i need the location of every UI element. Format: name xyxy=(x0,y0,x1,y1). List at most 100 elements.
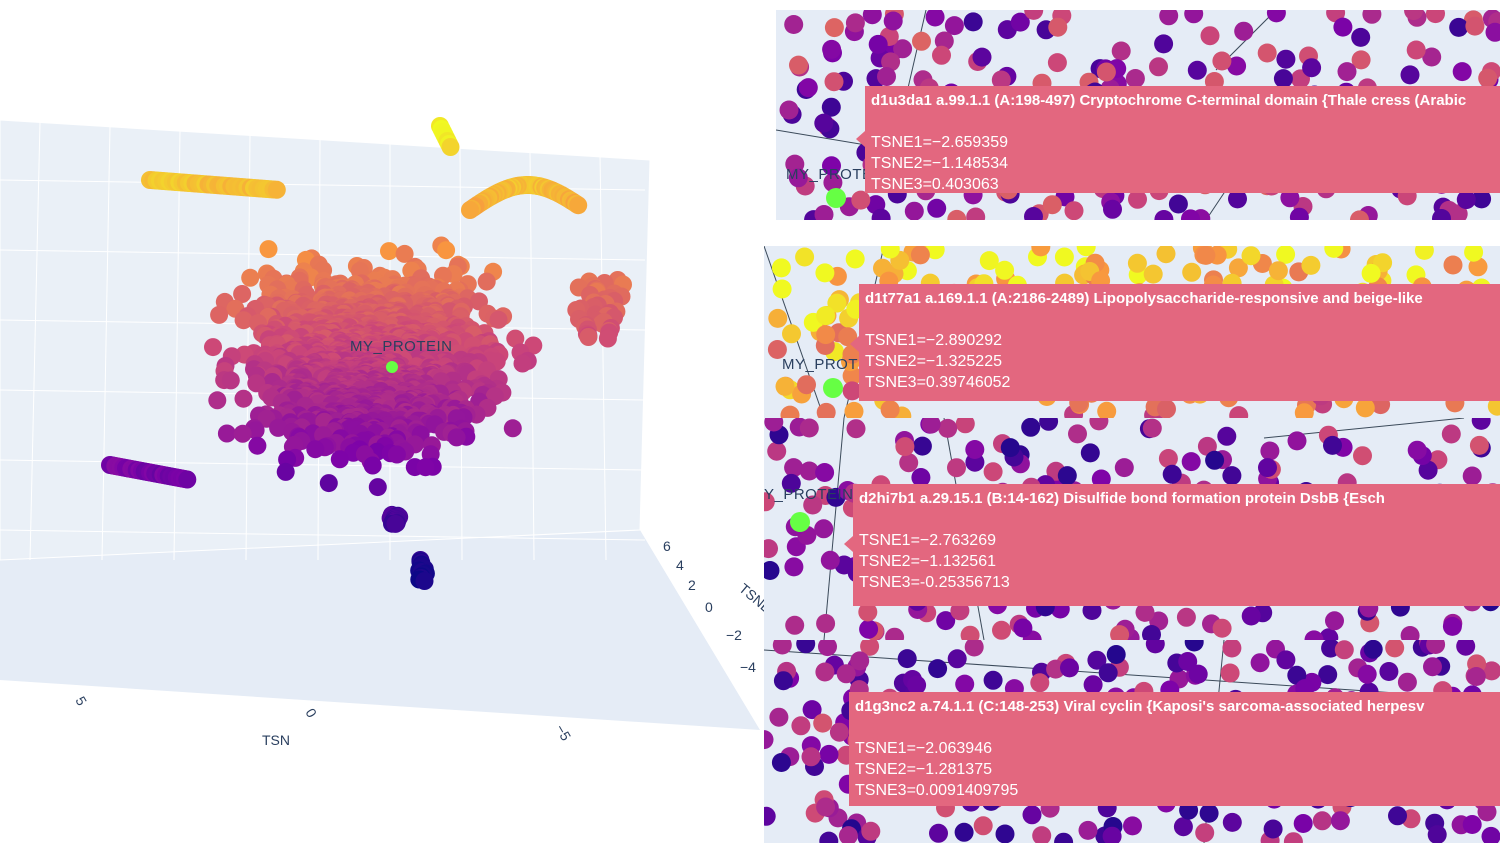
data-point xyxy=(1159,10,1178,25)
data-point xyxy=(1323,436,1342,455)
data-point xyxy=(911,246,930,264)
data-point xyxy=(821,551,840,570)
data-point xyxy=(1362,10,1381,24)
data-point xyxy=(1112,42,1131,61)
data-point xyxy=(1478,69,1497,88)
data-point xyxy=(980,251,999,270)
hover-panel-2[interactable]: MY_PROT d1t77a1 a.169.1.1 (A:2186-2489) … xyxy=(764,246,1500,418)
my-protein-point xyxy=(826,188,846,208)
data-point xyxy=(1331,811,1350,830)
data-point xyxy=(928,659,947,678)
data-point xyxy=(1058,466,1077,485)
data-point xyxy=(1407,41,1426,60)
data-point xyxy=(222,371,240,389)
data-point xyxy=(1177,608,1196,627)
data-point xyxy=(926,10,945,27)
data-point xyxy=(1174,817,1193,836)
data-point xyxy=(782,324,801,343)
data-point xyxy=(785,616,804,635)
data-point xyxy=(1242,246,1261,265)
data-point xyxy=(767,442,786,461)
data-point xyxy=(984,671,1003,690)
tooltip-3-arrow xyxy=(844,536,853,552)
hover-panel-3[interactable]: Y_PROTEIN d2hi7b1 a.29.15.1 (B:14-162) D… xyxy=(764,418,1500,640)
data-point xyxy=(816,798,835,817)
data-point xyxy=(1013,619,1032,638)
data-point xyxy=(1305,630,1324,640)
tooltip-2-tsne2: TSNE2=−1.325225 xyxy=(865,351,1500,372)
data-point xyxy=(1089,418,1108,430)
x-tick-label: 0 xyxy=(302,706,320,721)
data-point xyxy=(306,440,324,458)
data-point xyxy=(1060,658,1079,677)
data-point xyxy=(204,338,222,356)
tooltip-1-tsne2: TSNE2=−1.148534 xyxy=(871,153,1499,174)
data-point xyxy=(768,309,787,328)
data-point xyxy=(1398,673,1417,692)
data-point xyxy=(1149,57,1168,76)
data-point xyxy=(448,428,466,446)
data-point xyxy=(814,114,833,133)
y-tick-label: −4 xyxy=(740,659,756,675)
panel-3-protein-label: Y_PROTEIN xyxy=(764,486,854,503)
data-point xyxy=(1442,425,1461,444)
data-point xyxy=(320,474,338,492)
data-point xyxy=(956,418,975,433)
data-point xyxy=(1099,663,1118,682)
data-point xyxy=(776,377,795,396)
data-point xyxy=(1338,62,1357,81)
data-point xyxy=(996,825,1015,844)
data-point xyxy=(820,745,839,764)
data-point xyxy=(579,328,597,346)
data-point xyxy=(1301,256,1320,275)
data-point xyxy=(1258,458,1277,477)
data-point xyxy=(1213,619,1232,638)
data-point xyxy=(965,440,984,459)
data-point xyxy=(369,478,387,496)
data-point xyxy=(1188,61,1207,80)
data-point xyxy=(1115,458,1134,477)
data-point xyxy=(1021,418,1040,437)
data-point xyxy=(1351,28,1370,47)
data-point xyxy=(514,355,532,373)
data-point xyxy=(815,463,834,482)
data-point xyxy=(1178,652,1197,671)
data-point xyxy=(380,242,398,260)
data-point xyxy=(1472,418,1491,430)
data-point xyxy=(248,437,266,455)
data-point xyxy=(1260,442,1279,461)
data-point xyxy=(1229,406,1248,418)
my-protein-point xyxy=(823,378,843,398)
data-point xyxy=(955,675,974,694)
x-tick-label: 5 xyxy=(72,694,90,709)
data-point xyxy=(1353,446,1372,465)
data-point xyxy=(966,208,985,221)
hover-panel-1[interactable]: MY_PROTE d1u3da1 a.99.1.1 (A:198-497) Cr… xyxy=(776,10,1500,220)
data-point xyxy=(1302,58,1321,77)
tooltip-2-title: d1t77a1 a.169.1.1 (A:2186-2489) Lipopoly… xyxy=(865,288,1500,309)
data-point xyxy=(1251,653,1270,672)
tooltip-1-title: d1u3da1 a.99.1.1 (A:198-497) Cryptochrom… xyxy=(871,90,1499,111)
data-point xyxy=(1079,821,1098,840)
data-point xyxy=(796,640,815,653)
data-point xyxy=(1169,195,1188,214)
my-protein-point xyxy=(790,512,810,532)
data-point xyxy=(1097,63,1116,82)
tooltip-2: d1t77a1 a.169.1.1 (A:2186-2489) Lipopoly… xyxy=(859,284,1500,401)
data-point xyxy=(912,32,931,51)
data-point xyxy=(504,419,522,437)
data-point xyxy=(846,13,865,32)
data-point xyxy=(769,708,788,727)
data-point xyxy=(791,716,810,735)
data-point xyxy=(442,138,460,156)
hover-panel-4[interactable]: d1g3nc2 a.74.1.1 (C:148-253) Viral cycli… xyxy=(764,640,1500,843)
data-point xyxy=(1065,201,1084,220)
data-point xyxy=(984,462,1003,481)
data-point xyxy=(1358,665,1377,684)
y-tick-label: −2 xyxy=(726,627,742,643)
tooltip-4-tsne1: TSNE1=−2.063946 xyxy=(855,738,1500,759)
data-point xyxy=(1401,65,1420,84)
data-point xyxy=(780,101,799,120)
